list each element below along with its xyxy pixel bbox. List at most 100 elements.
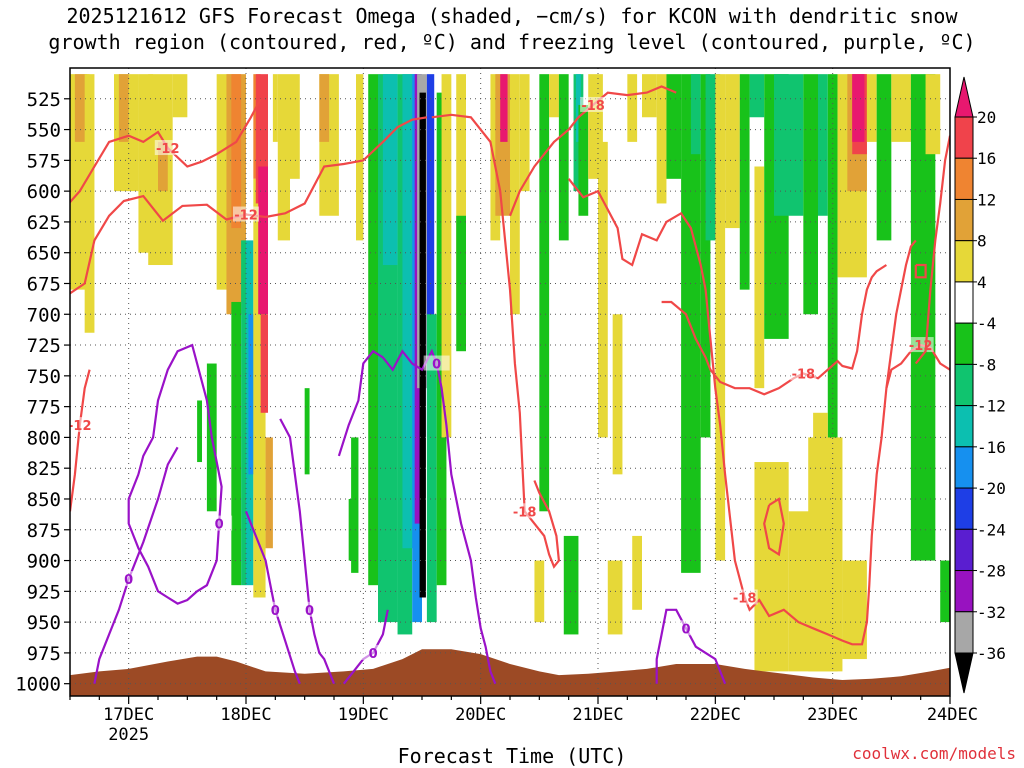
omega-cell xyxy=(925,74,941,155)
omega-cell xyxy=(549,74,559,118)
omega-cell xyxy=(754,462,789,672)
omega-cell xyxy=(84,74,95,333)
omega-cell xyxy=(534,560,545,623)
x-tick-label: 17DEC xyxy=(103,705,154,725)
colorbar-bin xyxy=(954,487,974,530)
dgz-contour-label: -18 xyxy=(792,367,816,382)
dgz-contour xyxy=(431,113,561,569)
y-tick-label: 550 xyxy=(27,120,61,142)
colorbar-tick-label: -32 xyxy=(977,603,1006,622)
omega-cell xyxy=(277,74,290,241)
omega-cell xyxy=(754,166,765,389)
dgz-contour-label: -18 xyxy=(581,99,605,114)
x-tick-label: 19DEC xyxy=(338,705,389,725)
omega-cell xyxy=(348,498,354,561)
freezing-contour-label-bg xyxy=(423,355,450,371)
omega-cell xyxy=(818,74,828,216)
dgz-contour xyxy=(763,497,785,557)
colorbar-tick-label: -36 xyxy=(977,644,1006,663)
omega-cell xyxy=(539,74,550,512)
colorbar-tick-label: 12 xyxy=(977,190,996,209)
y-tick-label: 675 xyxy=(27,273,61,295)
omega-cell xyxy=(118,74,129,142)
colorbar-tick-label: -24 xyxy=(977,520,1006,539)
omega-cell xyxy=(441,74,452,438)
colorbar-tick-label: -12 xyxy=(977,397,1006,416)
dgz-contour-label: -12 xyxy=(909,339,933,354)
omega-cell xyxy=(563,535,579,635)
freezing-contour-label-bg xyxy=(206,515,233,531)
colorbar-bin xyxy=(954,322,974,365)
y-tick-label: 925 xyxy=(27,581,61,603)
dgz-contour-label: -12 xyxy=(234,209,258,224)
colorbar-max-triangle xyxy=(954,76,974,118)
freezing-contour-label: 0 xyxy=(369,647,378,662)
colorbar-bin xyxy=(954,157,974,200)
omega-cell xyxy=(500,74,508,142)
omega-cell xyxy=(866,74,877,142)
y-tick-label: 750 xyxy=(27,366,61,388)
omega-cell xyxy=(258,166,268,315)
omega-cell xyxy=(813,412,828,499)
freezing-contour-label: 0 xyxy=(681,622,690,637)
omega-cell xyxy=(627,74,638,142)
y-tick-label: 875 xyxy=(27,520,61,542)
omega-cell xyxy=(598,141,608,438)
omega-cell xyxy=(739,74,750,290)
x-tick-label: 18DEC xyxy=(220,705,271,725)
terrain-surface xyxy=(70,649,950,696)
credit-link[interactable]: coolwx.com/models xyxy=(852,744,1016,763)
dgz-contour-label: -12 xyxy=(156,142,180,157)
omega-cell xyxy=(265,437,273,549)
colorbar-tick-label: -8 xyxy=(977,355,996,374)
dgz-contour-label-bg xyxy=(580,96,607,112)
y-tick-label: 575 xyxy=(27,150,61,172)
colorbar-bin xyxy=(954,281,974,324)
omega-cell xyxy=(231,74,242,229)
dgz-contour xyxy=(914,263,927,279)
omega-cell xyxy=(803,74,818,315)
colorbar-bin xyxy=(954,570,974,613)
colorbar-min-triangle xyxy=(954,652,974,694)
omega-cell xyxy=(456,215,466,352)
dgz-contour-label-bg xyxy=(790,365,817,381)
omega-cell xyxy=(426,74,435,438)
omega-cell xyxy=(197,400,202,463)
dgz-contour-label-bg xyxy=(233,206,259,222)
omega-cell xyxy=(319,74,330,142)
omega-cell xyxy=(248,314,254,475)
omega-cell xyxy=(260,314,268,413)
colorbar-bin xyxy=(954,116,974,159)
dgz-contour-label-bg xyxy=(154,140,181,156)
omega-cell xyxy=(382,74,398,266)
y-tick-label: 1000 xyxy=(15,674,61,696)
omega-cell xyxy=(419,92,426,598)
colorbar-bin xyxy=(954,198,974,242)
freezing-contour-label: 0 xyxy=(305,604,314,619)
colorbar-tick-label: 8 xyxy=(977,232,987,251)
dgz-contour-label: -12 xyxy=(68,419,92,434)
freezing-contour xyxy=(127,343,223,605)
colorbar-tick-label: 20 xyxy=(977,108,996,127)
omega-cell xyxy=(700,74,711,438)
y-tick-label: 700 xyxy=(27,304,61,326)
omega-cell xyxy=(725,74,740,229)
omega-cell xyxy=(158,141,168,192)
omega-cell xyxy=(607,560,623,635)
colorbar-bin xyxy=(954,240,974,283)
omega-cell xyxy=(426,314,437,623)
x-tick-label: 20DEC xyxy=(455,705,506,725)
omega-cell xyxy=(351,437,359,573)
dgz-contour-label-bg xyxy=(70,417,93,433)
y-tick-label: 975 xyxy=(27,643,61,665)
freezing-contour-label-bg xyxy=(262,601,289,617)
colorbar-bin xyxy=(954,611,974,654)
x-tick-label: 24DEC xyxy=(927,705,978,725)
freezing-contour-label-bg xyxy=(296,601,323,617)
freezing-contour-label-bg xyxy=(673,620,699,636)
y-tick-label: 825 xyxy=(27,458,61,480)
y-tick-label: 600 xyxy=(27,181,61,203)
omega-cell xyxy=(368,74,378,586)
omega-cell xyxy=(715,74,726,561)
omega-cell xyxy=(231,301,242,586)
